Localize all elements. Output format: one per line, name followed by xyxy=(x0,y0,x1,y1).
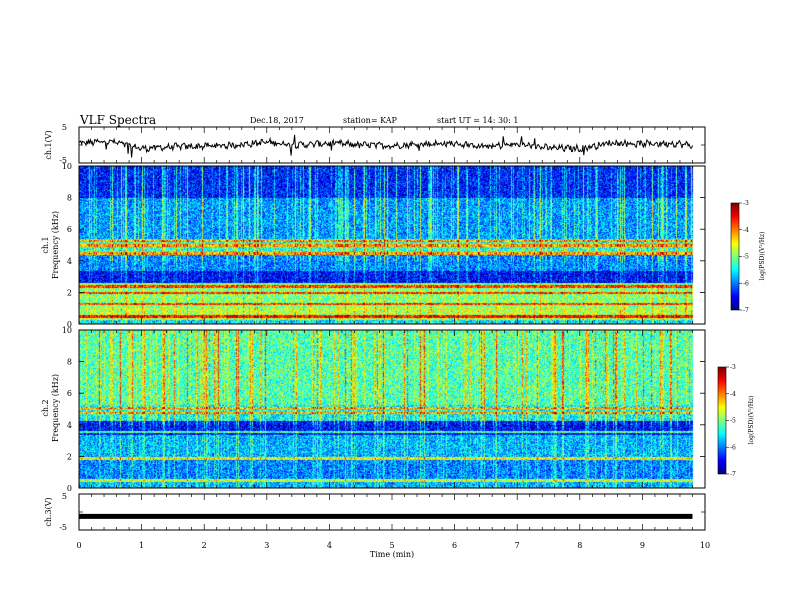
colorbar-ch1-label: log(PSD)(V²/Hz) xyxy=(759,232,766,281)
colorbar-ch1-gradient xyxy=(731,203,739,310)
station-label: station= KAP xyxy=(343,116,398,125)
spectrogram-ch2-panel: 0 2 4 6 8 10 ch.2 Frequency (kHz) xyxy=(41,326,706,493)
waveform-ch3-panel: 5 -5 ch.3(V) xyxy=(44,492,706,532)
colorbar-tick-label: -4 xyxy=(730,391,736,398)
time-axis-label: Time (min) xyxy=(370,550,414,559)
colorbar-tick-label: -6 xyxy=(730,444,736,451)
spectrogram-ytick-label: 8 xyxy=(67,194,72,203)
spectrogram-ytick-label: 2 xyxy=(67,452,72,461)
spectrogram-ytick-label: 6 xyxy=(67,225,72,234)
time-tick-label: 6 xyxy=(452,541,457,550)
colorbar-ch2: -3 -4 -5 -6 -7 log(PSD)(V²/Hz) xyxy=(717,364,755,478)
figure-title: VLF Spectra xyxy=(79,113,156,127)
spectrogram-ytick-label: 0 xyxy=(67,320,72,329)
spectrogram-ytick-label: 10 xyxy=(62,326,72,335)
colorbar-ch1: -3 -4 -5 -6 -7 log(PSD)(V²/Hz) xyxy=(730,200,766,314)
ch1-ytick-bottom: -5 xyxy=(59,156,67,165)
colorbar-tick-label: -4 xyxy=(743,227,749,234)
time-tick-label: 4 xyxy=(327,541,332,550)
time-tick-label: 0 xyxy=(76,541,81,550)
ch1-ytick-top: 5 xyxy=(62,123,67,132)
time-axis-ticks xyxy=(78,126,706,531)
colorbar-ch2-label: log(PSD)(V²/Hz) xyxy=(748,396,755,445)
colorbar-tick-label: -5 xyxy=(743,254,749,261)
waveform-ch1-line xyxy=(78,134,693,158)
spectrogram-ytick-label: 8 xyxy=(67,358,72,367)
spectrogram-ch2-ylabel: Frequency (kHz) xyxy=(51,374,60,442)
time-axis-labels: 0 1 2 3 4 5 6 7 8 9 10 xyxy=(76,541,710,550)
spectrogram-ch1-image xyxy=(79,166,705,324)
colorbar-tick-label: -5 xyxy=(730,418,736,425)
colorbar-tick-label: -3 xyxy=(730,364,736,371)
spectrogram-ytick-label: 4 xyxy=(67,421,72,430)
spectrogram-ytick-label: 4 xyxy=(67,257,72,266)
colorbar-tick-label: -7 xyxy=(743,307,749,314)
ch3-volt-label: ch.3(V) xyxy=(44,497,53,526)
ch1-volt-label: ch.1(V) xyxy=(44,130,53,159)
ch3-ytick-bottom: -5 xyxy=(59,523,67,532)
time-tick-label: 7 xyxy=(515,541,520,550)
time-tick-label: 5 xyxy=(389,541,394,550)
spectrogram-ch1-ylabel: Frequency (kHz) xyxy=(51,211,60,279)
time-tick-label: 10 xyxy=(700,541,710,550)
time-tick-label: 9 xyxy=(640,541,645,550)
colorbar-tick-label: -7 xyxy=(730,471,736,478)
ch3-ytick-top: 5 xyxy=(62,492,67,501)
start-time-label: start UT = 14: 30: 1 xyxy=(437,116,518,125)
spectrogram-ch2-channel-label: ch.2 xyxy=(41,399,50,416)
date-label: Dec.18, 2017 xyxy=(250,116,304,125)
time-tick-label: 2 xyxy=(202,541,207,550)
time-tick-label: 1 xyxy=(139,541,144,550)
spectrogram-ytick-label: 2 xyxy=(67,288,72,297)
time-tick-label: 8 xyxy=(577,541,582,550)
colorbar-ch2-gradient xyxy=(718,367,726,474)
colorbar-tick-label: -3 xyxy=(743,200,749,207)
spectrogram-ytick-label: 6 xyxy=(67,389,72,398)
spectrogram-ch1-channel-label: ch.1 xyxy=(41,236,50,253)
spectrogram-ytick-label: 0 xyxy=(67,484,72,493)
waveform-ch1-panel: 5 -5 ch.1(V) xyxy=(44,123,706,165)
spectrogram-ch1-panel: 0 2 4 6 8 10 ch.1 Frequency (kHz) xyxy=(41,162,706,329)
spectrogram-ch2-image xyxy=(79,330,705,488)
spectrogram-ytick-label: 10 xyxy=(62,162,72,171)
time-tick-label: 3 xyxy=(264,541,269,550)
colorbar-tick-label: -6 xyxy=(743,280,749,287)
